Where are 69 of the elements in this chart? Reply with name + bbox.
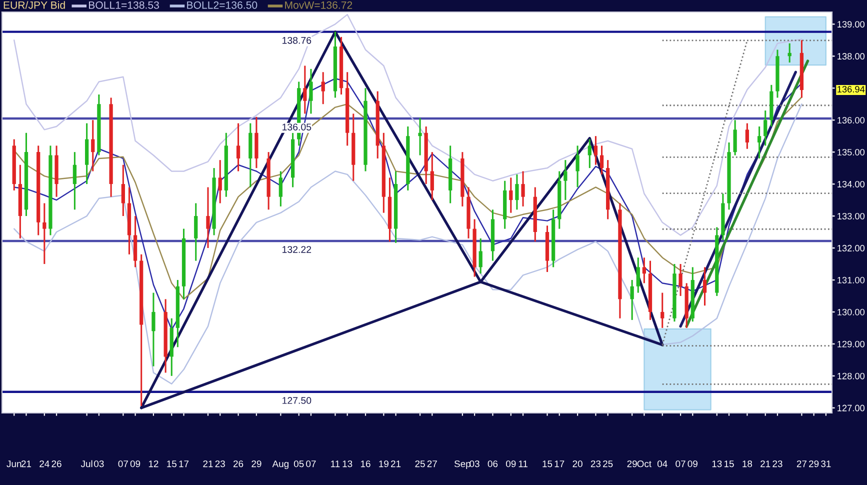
ref-line-label: 132.22 — [282, 246, 312, 253]
x-tick-label: 21 — [203, 460, 213, 468]
x-tick-label: 04 — [657, 460, 668, 468]
y-tick-label: 127.00 — [838, 404, 865, 412]
ref-line-label: 136.05 — [282, 124, 312, 130]
y-tick-label: 134.00 — [838, 180, 865, 188]
x-tick-label: 16 — [360, 460, 370, 468]
ref-line-label: 127.50 — [282, 397, 312, 404]
x-tick-label: 11 — [331, 460, 340, 468]
x-tick-label: 09 — [130, 460, 140, 468]
legend-label: BOLL1=138.53 — [88, 1, 159, 9]
x-tick-label: 19 — [379, 460, 388, 468]
x-tick-label: 13 — [712, 460, 722, 468]
legend-label: BOLL2=136.50 — [187, 1, 258, 9]
x-tick-label: Jul — [80, 460, 92, 468]
x-tick-label: Sep — [454, 460, 470, 470]
x-tick-label: 15 — [167, 460, 176, 468]
x-tick-label: 03 — [470, 460, 480, 468]
x-tick-label: 23 — [772, 460, 782, 468]
chart-title: EUR/JPY Bid — [4, 1, 65, 9]
x-tick-label: 09 — [506, 460, 516, 468]
y-tick-label: 133.00 — [838, 212, 865, 220]
x-tick-label: 15 — [724, 460, 734, 468]
legend-label: MovW=136.72 — [285, 1, 352, 9]
y-tick-label: 129.00 — [838, 340, 865, 348]
x-tick-label: 09 — [688, 460, 698, 468]
x-tick-label: 21 — [760, 460, 770, 468]
text: 136.94 — [838, 86, 865, 92]
x-tick-label: 31 — [821, 460, 831, 468]
x-tick-label: 17 — [179, 460, 189, 468]
y-tick-label: 139.00 — [838, 21, 865, 28]
x-tick-label: 05 — [294, 460, 304, 468]
x-tick-label: 29 — [627, 460, 637, 468]
x-tick-label: 29 — [809, 460, 819, 468]
y-tick-label: 138.00 — [838, 53, 865, 60]
x-tick-label: 12 — [148, 460, 158, 468]
y-tick-label: 136.00 — [838, 117, 865, 124]
x-tick-label: 15 — [542, 460, 552, 468]
x-tick-label: 23 — [215, 460, 225, 468]
x-tick-label: 03 — [94, 460, 104, 468]
x-tick-label: 27 — [796, 460, 806, 468]
x-tick-label: 20 — [572, 460, 582, 468]
x-tick-label: 24 — [40, 460, 50, 468]
x-tick-label: 25 — [603, 460, 613, 468]
x-tick-label: 07 — [676, 460, 686, 468]
x-tick-label: 11 — [518, 460, 528, 468]
x-tick-label: 13 — [342, 460, 352, 468]
x-tick-label: 18 — [742, 460, 752, 468]
x-tick-label: 17 — [554, 460, 564, 468]
x-tick-label: Oct — [637, 460, 652, 468]
y-tick-label: 135.00 — [838, 148, 865, 156]
y-tick-label: 132.00 — [838, 244, 865, 252]
x-tick-label: 26 — [52, 460, 62, 468]
x-tick-label: 07 — [118, 460, 128, 468]
x-tick-label: Aug — [272, 460, 288, 470]
x-tick-label: 29 — [252, 460, 262, 468]
x-tick-label: Jun — [6, 460, 22, 468]
x-tick-label: 25 — [415, 460, 425, 468]
ref-line-label: 138.76 — [282, 36, 312, 44]
y-tick-label: 128.00 — [838, 372, 865, 380]
x-tick-label: 07 — [306, 460, 316, 468]
x-tick-label: 21 — [21, 460, 32, 468]
x-tick-label: 23 — [590, 460, 601, 468]
y-tick-label: 130.00 — [838, 308, 865, 316]
x-tick-label: 06 — [488, 460, 498, 468]
x-tick-label: 21 — [391, 460, 401, 468]
y-tick-label: 131.00 — [838, 276, 865, 284]
x-tick-label: 27 — [427, 460, 437, 468]
x-tick-label: 26 — [234, 460, 244, 468]
